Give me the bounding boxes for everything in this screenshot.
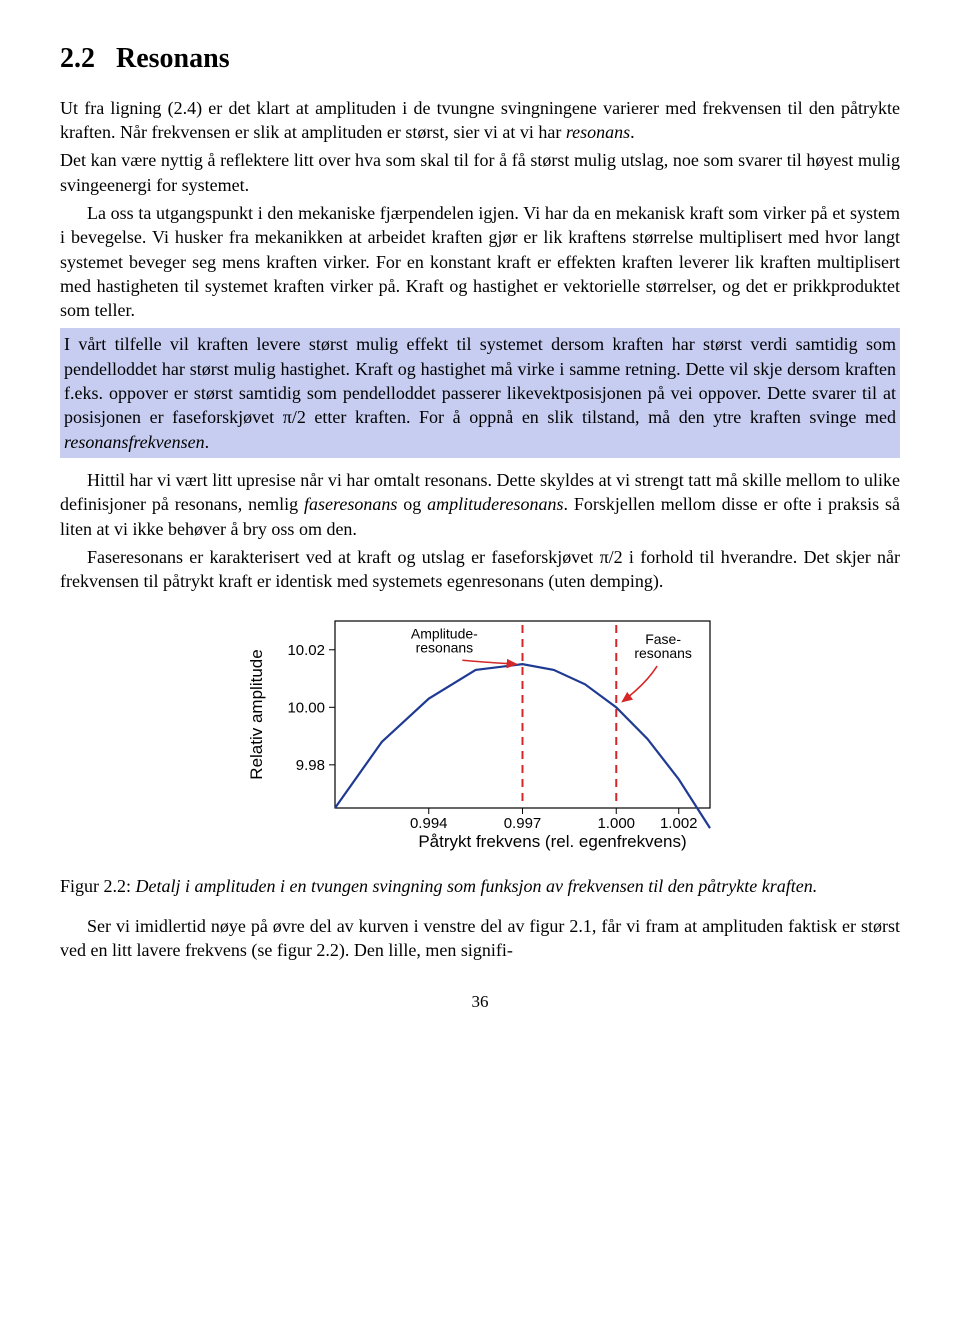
svg-text:resonans: resonans (634, 645, 692, 661)
highlight-box: I vårt tilfelle vil kraften levere størs… (60, 328, 900, 457)
section-number: 2.2 (60, 43, 95, 74)
paragraph: Det kan være nyttig å reflektere litt ov… (60, 148, 900, 197)
svg-text:Relativ amplitude: Relativ amplitude (247, 650, 266, 780)
section-heading: 2.2 Resonans (60, 40, 900, 78)
svg-text:0.997: 0.997 (504, 815, 542, 832)
figure-caption: Figur 2.2: Detalj i amplituden i en tvun… (60, 874, 900, 898)
svg-text:0.994: 0.994 (410, 815, 448, 832)
svg-text:1.002: 1.002 (660, 815, 698, 832)
section-title: Resonans (116, 43, 230, 74)
page-number: 36 (60, 991, 900, 1014)
svg-text:resonans: resonans (416, 640, 474, 656)
figure: 9.98 10.00 10.02 0.994 0.997 1.000 1.002 Relati… (60, 613, 900, 859)
svg-text:9.98: 9.98 (296, 757, 325, 774)
paragraph: La oss ta utgangspunkt i den mekaniske f… (60, 201, 900, 322)
svg-text:10.00: 10.00 (287, 700, 325, 717)
paragraph: Ser vi imidlertid nøye på øvre del av ku… (60, 914, 900, 963)
paragraph: Ut fra ligning (2.4) er det klart at amp… (60, 96, 900, 145)
paragraph: Hittil har vi vært litt upresise når vi … (60, 468, 900, 541)
resonance-chart: 9.98 10.00 10.02 0.994 0.997 1.000 1.002 Relati… (240, 613, 720, 853)
svg-text:1.000: 1.000 (597, 815, 635, 832)
paragraph: Faseresonans er karakterisert ved at kra… (60, 545, 900, 594)
svg-text:Påtrykt frekvens (rel. egenfre: Påtrykt frekvens (rel. egenfrekvens) (418, 832, 686, 851)
svg-text:10.02: 10.02 (287, 642, 325, 659)
